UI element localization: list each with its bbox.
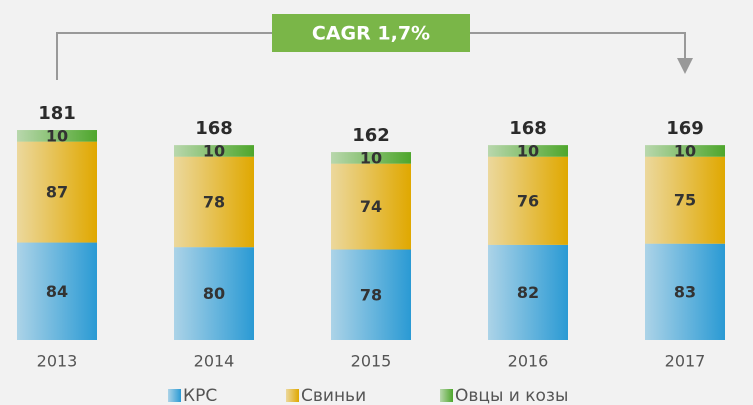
bar-segment xyxy=(645,243,725,340)
x-tick-label: 2017 xyxy=(665,352,706,371)
segment-label: 74 xyxy=(360,197,382,216)
bar-segment xyxy=(331,152,411,164)
legend-swatch xyxy=(440,389,453,402)
segment-label: 75 xyxy=(674,191,696,210)
legend-label: КРС xyxy=(183,386,217,405)
cagr-arrow xyxy=(677,58,693,74)
legend-label: Овцы и козы xyxy=(455,386,568,405)
cagr-label: CAGR 1,7% xyxy=(312,23,430,45)
x-tick-label: 2015 xyxy=(351,352,392,371)
legend-label: Свиньи xyxy=(301,386,366,405)
x-tick-label: 2013 xyxy=(37,352,78,371)
segment-label: 10 xyxy=(203,141,225,160)
segment-label: 83 xyxy=(674,282,696,301)
legend-swatch xyxy=(286,389,299,402)
bar-segment xyxy=(174,145,254,157)
segment-label: 76 xyxy=(517,191,539,210)
bar-segment xyxy=(17,242,97,340)
segment-label: 84 xyxy=(46,282,68,301)
total-label: 169 xyxy=(666,118,704,139)
bar-segment xyxy=(488,244,568,340)
segment-label: 78 xyxy=(203,192,225,211)
cagr-box xyxy=(272,14,470,52)
total-label: 162 xyxy=(352,125,390,146)
segment-label: 10 xyxy=(360,148,382,167)
bar-segment xyxy=(488,145,568,157)
bar-segment xyxy=(488,156,568,245)
bar-segment xyxy=(645,156,725,244)
segment-label: 10 xyxy=(674,141,696,160)
bar-segment xyxy=(17,130,97,142)
x-tick-label: 2014 xyxy=(194,352,235,371)
segment-label: 80 xyxy=(203,284,225,303)
x-tick-label: 2016 xyxy=(508,352,549,371)
total-label: 168 xyxy=(509,118,547,139)
bar-segment xyxy=(17,141,97,243)
bar-segment xyxy=(174,247,254,340)
total-label: 181 xyxy=(38,103,76,124)
segment-label: 10 xyxy=(46,126,68,145)
segment-label: 87 xyxy=(46,183,68,202)
bar-segment xyxy=(174,156,254,248)
segment-label: 82 xyxy=(517,283,539,302)
bar-segment xyxy=(331,249,411,340)
bar-segment xyxy=(645,145,725,157)
segment-label: 10 xyxy=(517,141,539,160)
total-label: 168 xyxy=(195,118,233,139)
legend-swatch xyxy=(168,389,181,402)
bar-segment xyxy=(331,163,411,250)
segment-label: 78 xyxy=(360,285,382,304)
